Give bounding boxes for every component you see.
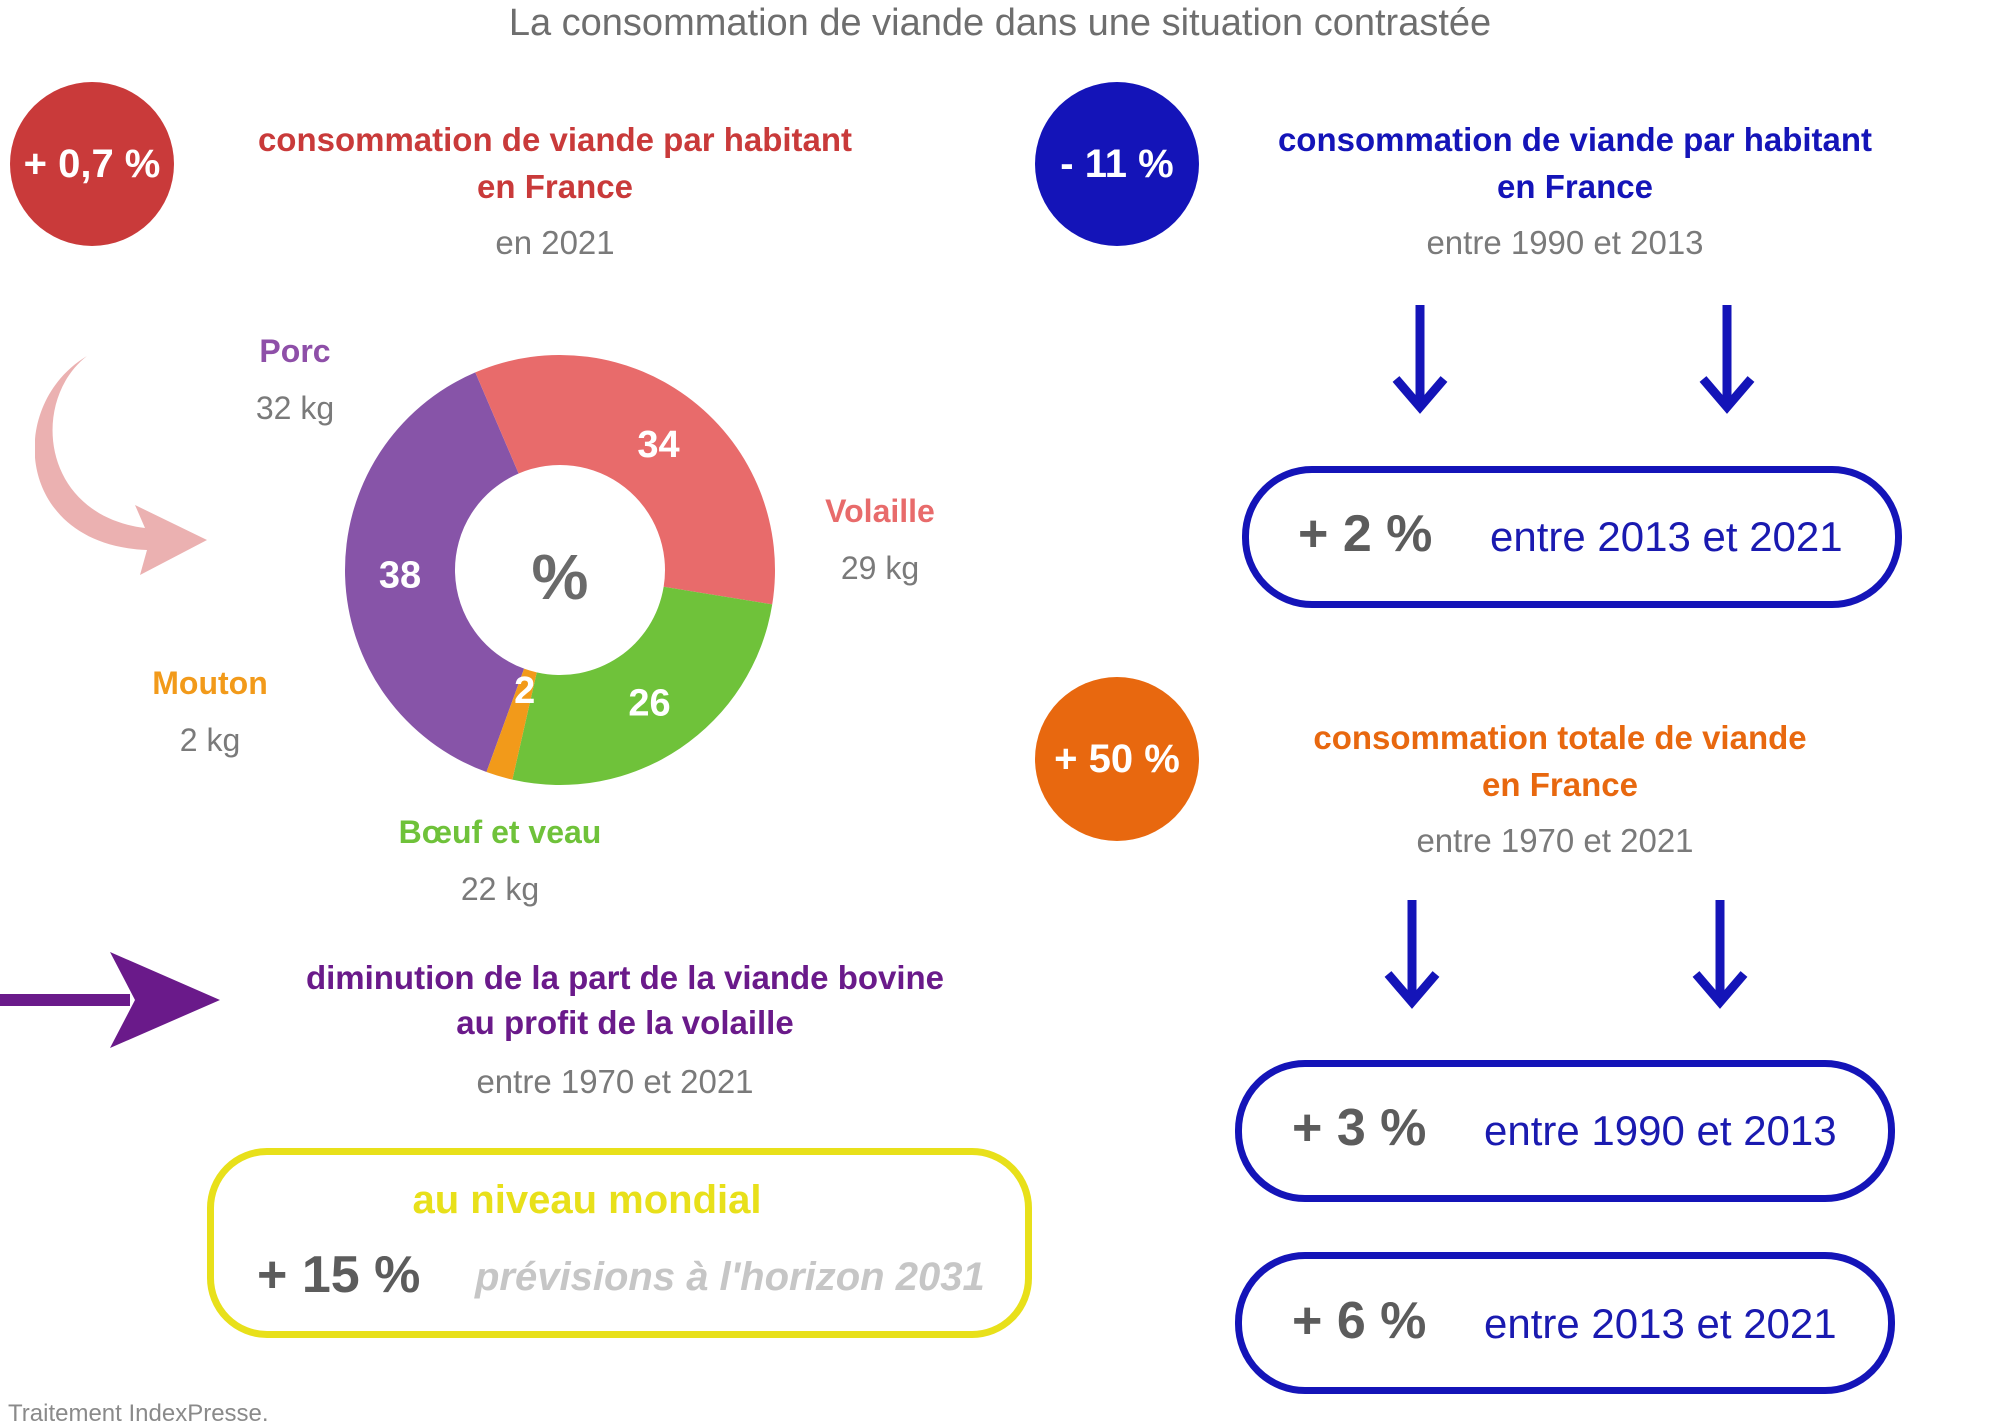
donut-slice-bœuf-et-veau [512, 586, 773, 785]
left-heading: consommation de viande par habitant en F… [210, 116, 900, 210]
down-arrow-icon [1384, 900, 1440, 1009]
pill-2013-2021-text: entre 2013 et 2021 [1490, 513, 1843, 560]
orange-change-badge: + 50 % [1035, 677, 1199, 841]
pill-1990-2013-text: entre 1990 et 2013 [1484, 1107, 1837, 1154]
down-arrow-icon [1692, 900, 1748, 1009]
pill-2013-2021-total-text: entre 2013 et 2021 [1484, 1300, 1837, 1347]
legend-volaille-kg: 29 kg [840, 550, 920, 586]
shift-heading-line2: au profit de la volaille [456, 1004, 794, 1041]
legend-porc: Porc 32 kg [220, 333, 370, 427]
right-bottom-heading: consommation totale de viande en France [1250, 714, 1870, 808]
shift-period: entre 1970 et 2021 [476, 1063, 754, 1100]
legend-boeuf: Bœuf et veau 22 kg [370, 814, 630, 908]
right-top-heading-line2: en France [1497, 168, 1653, 205]
donut-center-label: % [531, 541, 589, 613]
right-top-heading: consommation de viande par habitant en F… [1230, 116, 1920, 210]
legend-mouton: Mouton 2 kg [130, 665, 290, 759]
red-change-badge: + 0,7 % [10, 82, 174, 246]
legend-volaille-name: Volaille [825, 493, 935, 529]
pill-2013-2021-value: + 2 % [1298, 505, 1433, 563]
page-title: La consommation de viande dans une situa… [508, 2, 1492, 44]
right-bottom-heading-line2: en France [1482, 766, 1638, 803]
right-arrow-icon [0, 952, 220, 1048]
donut-chart: 38 34 26 2 [345, 355, 775, 785]
pill-2013-2021 [1242, 466, 1902, 608]
down-arrow-icon [1392, 305, 1448, 414]
legend-mouton-kg: 2 kg [179, 722, 241, 758]
world-box [207, 1148, 1032, 1338]
donut-slice-mouton [486, 668, 537, 780]
left-heading-line1: consommation de viande par habitant [257, 121, 853, 158]
right-bottom-period: entre 1970 et 2021 [1416, 822, 1694, 859]
pill-1990-2013 [1235, 1060, 1895, 1202]
right-top-period: entre 1990 et 2013 [1426, 224, 1704, 261]
world-note: prévisions à l'horizon 2031 [475, 1255, 985, 1299]
legend-mouton-name: Mouton [152, 665, 268, 701]
donut-value-label: 26 [628, 683, 670, 725]
pill-2013-2021-total [1235, 1252, 1895, 1394]
left-period: en 2021 [495, 224, 615, 261]
donut-value-label: 38 [379, 554, 421, 596]
world-value: + 15 % [257, 1246, 421, 1304]
pill-2013-2021-total-value: + 6 % [1292, 1292, 1427, 1350]
down-arrow-icon [1699, 305, 1755, 414]
donut-slice-volaille [475, 355, 775, 605]
right-top-heading-line1: consommation de viande par habitant [1277, 121, 1873, 158]
shift-heading-line1: diminution de la part de la viande bovin… [305, 959, 945, 996]
donut-slice-porc [345, 372, 525, 773]
blue-change-badge: - 11 % [1035, 82, 1199, 246]
left-heading-line2: en France [477, 168, 633, 205]
world-label: au niveau mondial [412, 1178, 762, 1222]
pill-1990-2013-value: + 3 % [1292, 1099, 1427, 1157]
legend-porc-name: Porc [259, 333, 331, 369]
legend-boeuf-name: Bœuf et veau [398, 814, 602, 850]
legend-volaille: Volaille 29 kg [790, 493, 970, 587]
legend-porc-kg: 32 kg [255, 390, 335, 426]
curved-arrow-icon [35, 356, 207, 575]
right-bottom-heading-line1: consommation totale de viande [1313, 719, 1807, 756]
shift-heading: diminution de la part de la viande bovin… [250, 955, 1000, 1045]
legend-boeuf-kg: 22 kg [460, 871, 540, 907]
footer-credit: Traitement IndexPresse. [8, 1400, 269, 1427]
donut-value-label: 2 [514, 670, 535, 712]
donut-value-label: 34 [637, 424, 679, 466]
